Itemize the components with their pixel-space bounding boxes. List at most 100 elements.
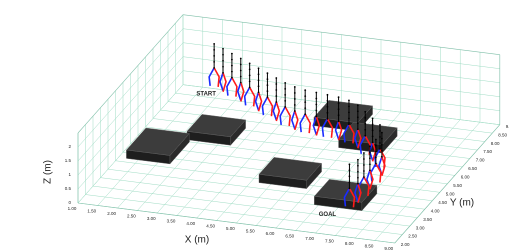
right-leg: [369, 169, 374, 190]
grid-line: [182, 70, 500, 111]
grid-line: [77, 56, 184, 176]
left-leg: [279, 106, 286, 125]
walker: [353, 104, 362, 149]
platform: [313, 179, 378, 212]
joint: [239, 81, 242, 84]
joint: [364, 110, 367, 113]
walker: [378, 131, 386, 176]
x-tick-label: 1.50: [87, 209, 96, 214]
joint: [231, 52, 233, 55]
joint: [257, 85, 260, 88]
joint: [348, 181, 351, 184]
joint: [231, 76, 233, 79]
joint: [326, 117, 329, 120]
y-tick-label: 7.00: [476, 158, 485, 163]
y-tick-label: 5.50: [453, 183, 462, 188]
joint: [248, 86, 251, 89]
axis-edge: [77, 202, 395, 244]
y-tick-label: 4.00: [431, 208, 440, 213]
joint: [326, 105, 329, 108]
joint: [356, 122, 359, 125]
walker: [343, 99, 355, 144]
right-leg: [357, 128, 362, 149]
right-leg: [381, 156, 386, 176]
joint: [381, 143, 383, 146]
joint: [304, 95, 307, 98]
joint: [248, 74, 251, 77]
right-leg: [231, 77, 238, 97]
joint: [222, 53, 224, 56]
joint: [284, 100, 287, 102]
joint: [248, 62, 251, 65]
right-leg: [240, 82, 245, 102]
platform-top: [258, 157, 322, 181]
left-leg: [254, 92, 260, 111]
left-leg: [343, 187, 351, 207]
x-tick-label: 5.00: [226, 226, 235, 231]
joint: [363, 176, 365, 178]
y-tick-label: 5.00: [446, 191, 455, 196]
y-tick-label: 6.00: [461, 175, 470, 180]
left-leg: [353, 128, 359, 148]
joint: [381, 149, 383, 152]
joint: [363, 158, 365, 160]
joint: [315, 103, 318, 106]
right-leg: [357, 183, 362, 203]
joint: [304, 107, 307, 110]
platform: [186, 114, 246, 146]
joint: [326, 99, 329, 102]
joint: [293, 104, 296, 106]
z-tick-label: 1: [68, 172, 71, 177]
grid-line: [182, 28, 500, 69]
left-leg: [334, 120, 340, 140]
joint: [363, 164, 365, 166]
y-tick-label: 7.50: [483, 149, 492, 154]
grid-line: [77, 42, 184, 162]
joint: [379, 136, 381, 138]
joint: [293, 110, 296, 112]
joint: [357, 164, 359, 167]
y-tick-label: 8.50: [498, 132, 507, 137]
joint: [284, 82, 287, 84]
joint: [379, 142, 381, 144]
joint: [375, 144, 377, 147]
x-tick-label: 3.50: [167, 219, 176, 224]
x-tick-label: 7.50: [325, 239, 334, 244]
joint: [381, 137, 383, 140]
walker: [272, 77, 281, 122]
x-tick-label: 8.00: [345, 241, 354, 246]
right-leg: [284, 106, 292, 126]
walker: [254, 67, 263, 112]
joint: [381, 155, 383, 158]
left-leg: [226, 77, 233, 96]
right-leg: [294, 110, 299, 131]
y-tick-label: 2.00: [401, 242, 410, 247]
joint: [363, 152, 365, 154]
joint: [257, 67, 260, 70]
joint: [379, 124, 381, 126]
left-leg: [359, 135, 366, 154]
grid-line: [100, 177, 418, 218]
joint: [231, 64, 233, 67]
joint: [213, 54, 216, 57]
platform-top: [186, 114, 246, 138]
walker: [312, 91, 321, 136]
y-axis-label: Y (m): [450, 198, 474, 209]
joint: [371, 129, 374, 132]
left-leg: [312, 116, 318, 135]
z-tick-label: 1.5: [65, 158, 72, 163]
joint: [231, 58, 233, 61]
joint: [357, 176, 359, 179]
y-tick-label: 4.50: [438, 200, 447, 205]
joint: [337, 114, 340, 117]
right-leg: [275, 101, 281, 122]
joint: [337, 96, 340, 99]
joint: [239, 57, 242, 60]
walker: [208, 42, 220, 87]
joint: [257, 79, 260, 82]
axis-edge: [77, 14, 184, 134]
joint: [348, 105, 350, 108]
joint: [266, 96, 269, 99]
walker: [279, 82, 292, 126]
